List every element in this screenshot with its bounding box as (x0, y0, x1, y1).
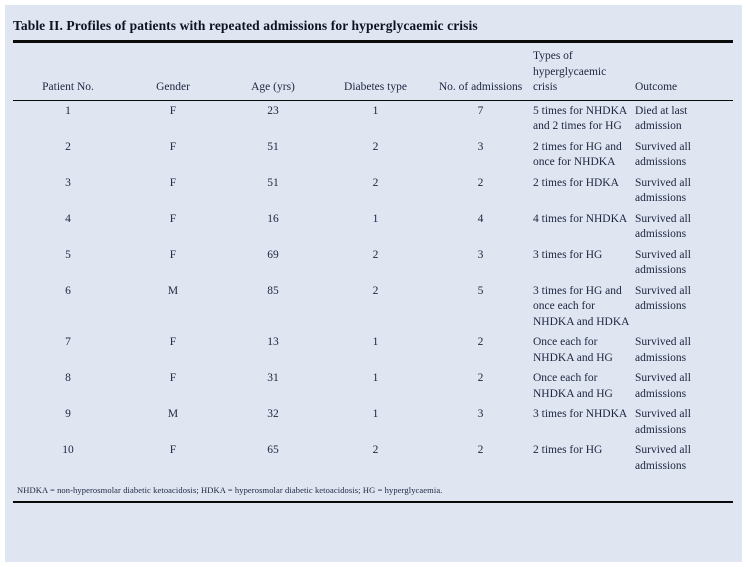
cell-admissions: 7 (477, 104, 484, 117)
cell-age: 51 (267, 176, 279, 189)
table-row: 4 F 16 1 4 4 times for NHDKA Survived al… (13, 211, 733, 247)
cell-diabetes-type: 1 (372, 336, 379, 348)
cell-patient-no: 4 (65, 212, 71, 225)
cell-gender: F (169, 248, 177, 261)
cell-crisis: 3 times for HG and once each for NHDKA a… (533, 284, 630, 328)
cell-admissions: 2 (477, 336, 484, 348)
table-row: 3 F 51 2 2 2 times for HDKA Survived all… (13, 175, 733, 211)
cell-diabetes-type: 2 (372, 176, 379, 189)
cell-admissions: 3 (477, 408, 484, 420)
table-panel: Table II. Profiles of patients with repe… (5, 5, 742, 562)
cell-patient-no: 5 (65, 248, 71, 261)
cell-diabetes-type: 1 (372, 104, 379, 117)
cell-outcome: Survived all admissions (635, 248, 691, 277)
cell-gender: F (169, 336, 177, 348)
cell-patient-no: 9 (65, 408, 71, 420)
cell-admissions: 2 (477, 176, 484, 189)
cell-gender: M (167, 284, 179, 297)
table-row: 8 F 31 1 2 Once each for NHDKA and HG Su… (13, 370, 733, 406)
cell-age: 32 (267, 408, 279, 420)
column-header-diabetes-type: Diabetes type (344, 81, 407, 93)
cell-diabetes-type: 1 (372, 408, 379, 420)
bottom-rule (13, 501, 733, 503)
table-row: 1 F 23 1 7 5 times for NHDKA and 2 times… (13, 100, 733, 139)
header-row: Patient No. Gender Age (yrs) Diabetes ty… (13, 43, 733, 100)
cell-gender: F (169, 444, 177, 456)
table-row: 10 F 65 2 2 2 times for HG Survived all … (13, 442, 733, 478)
table-row: 9 M 32 1 3 3 times for NHDKA Survived al… (13, 406, 733, 442)
cell-patient-no: 10 (62, 444, 74, 456)
cell-admissions: 3 (477, 140, 484, 153)
cell-admissions: 4 (477, 212, 484, 225)
cell-diabetes-type: 2 (372, 248, 379, 261)
cell-admissions: 5 (477, 284, 484, 297)
column-header-age: Age (yrs) (251, 81, 295, 93)
table-footnote: NHDKA = non-hyperosmolar diabetic ketoac… (17, 485, 443, 495)
cell-outcome: Survived all admissions (635, 212, 691, 241)
cell-age: 69 (267, 248, 279, 261)
cell-diabetes-type: 2 (372, 140, 379, 153)
cell-diabetes-type: 2 (372, 284, 379, 297)
cell-gender: M (167, 408, 179, 420)
cell-crisis: 2 times for HG and once for NHDKA (533, 140, 622, 169)
table-title: Table II. Profiles of patients with repe… (13, 18, 478, 33)
cell-patient-no: 8 (65, 372, 71, 384)
cell-crisis: 2 times for HG (533, 444, 603, 456)
cell-admissions: 2 (477, 444, 484, 456)
cell-outcome: Survived all admissions (635, 372, 691, 400)
cell-age: 51 (267, 140, 279, 153)
column-header-gender: Gender (156, 81, 190, 93)
cell-patient-no: 1 (65, 104, 71, 117)
cell-crisis: 2 times for HDKA (533, 176, 619, 189)
cell-age: 13 (267, 336, 279, 348)
table-content: Patient No. Gender Age (yrs) Diabetes ty… (5, 40, 742, 503)
column-header-admissions: No. of admissions (438, 81, 523, 93)
cell-age: 23 (267, 104, 279, 117)
cell-outcome: Survived all admissions (635, 176, 691, 205)
cell-crisis: 5 times for NHDKA and 2 times for HG (533, 104, 627, 133)
cell-crisis: 4 times for NHDKA (533, 212, 628, 225)
table-row: 6 M 85 2 5 3 times for HG and once each … (13, 283, 733, 335)
cell-outcome: Survived all admissions (635, 444, 691, 472)
cell-age: 16 (267, 212, 279, 225)
cell-outcome: Survived all admissions (635, 284, 691, 313)
cell-age: 85 (267, 284, 279, 297)
cell-patient-no: 2 (65, 140, 71, 153)
cell-gender: F (169, 212, 177, 225)
cell-patient-no: 6 (65, 284, 71, 297)
patients-table: Patient No. Gender Age (yrs) Diabetes ty… (13, 43, 733, 478)
cell-crisis: Once each for NHDKA and HG (533, 336, 613, 364)
column-header-patient-no: Patient No. (42, 81, 94, 93)
cell-crisis: 3 times for NHDKA (533, 408, 628, 420)
cell-admissions: 2 (477, 372, 484, 384)
cell-crisis: 3 times for HG (533, 248, 603, 261)
cell-patient-no: 7 (65, 336, 71, 348)
cell-diabetes-type: 1 (372, 372, 379, 384)
table-row: 5 F 69 2 3 3 times for HG Survived all a… (13, 247, 733, 283)
cell-gender: F (169, 140, 177, 153)
cell-outcome: Survived all admissions (635, 408, 691, 436)
cell-outcome: Died at last admission (635, 104, 688, 133)
cell-patient-no: 3 (65, 176, 71, 189)
cell-crisis: Once each for NHDKA and HG (533, 372, 613, 400)
cell-outcome: Survived all admissions (635, 336, 691, 364)
column-header-crisis-types: Types of hyperglycaemic crisis (533, 50, 607, 93)
cell-gender: F (169, 372, 177, 384)
table-row: 7 F 13 1 2 Once each for NHDKA and HG Su… (13, 334, 733, 370)
column-header-outcome: Outcome (635, 81, 678, 93)
cell-gender: F (169, 104, 177, 117)
cell-admissions: 3 (477, 248, 484, 261)
cell-age: 65 (267, 444, 279, 456)
cell-outcome: Survived all admissions (635, 140, 691, 169)
cell-diabetes-type: 1 (372, 212, 379, 225)
table-row: 2 F 51 2 3 2 times for HG and once for N… (13, 139, 733, 175)
cell-age: 31 (267, 372, 279, 384)
title-rule (13, 40, 733, 43)
cell-gender: F (169, 176, 177, 189)
cell-diabetes-type: 2 (372, 444, 379, 456)
